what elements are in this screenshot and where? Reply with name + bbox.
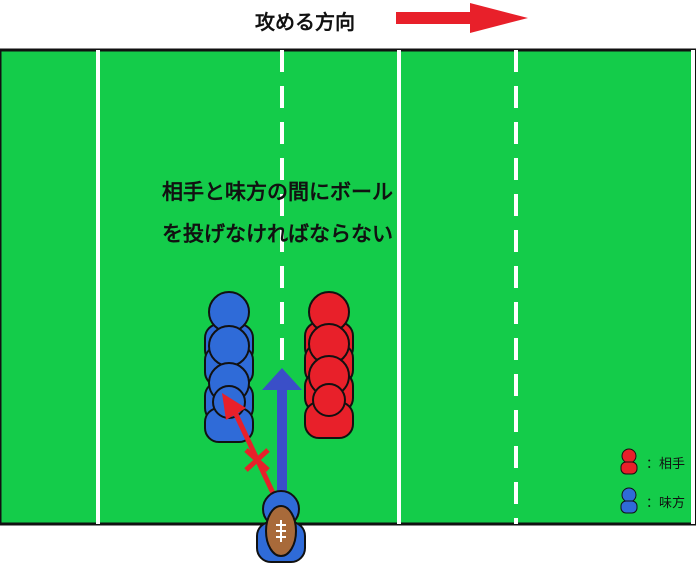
- opponent-players: [304, 291, 354, 439]
- legend-opponent-icon: [620, 448, 638, 475]
- blue-up-arrow-icon: [262, 368, 302, 506]
- opponent-player: [304, 383, 354, 439]
- legend-teammate-icon: [620, 487, 638, 514]
- legend-teammate-label: ：味方: [646, 496, 686, 511]
- legend-opponent-label: ：相手: [646, 457, 686, 472]
- attack-direction-label: 攻める方向: [255, 10, 355, 34]
- field: [0, 48, 696, 526]
- caption-line-1: 相手と味方の間にボール: [162, 180, 393, 204]
- teammate-players: [204, 291, 254, 443]
- caption-line-2: を投げなければならない: [162, 222, 393, 246]
- right-arrow-icon: [396, 3, 528, 33]
- rugby-ball-icon: [265, 505, 297, 557]
- red-arrow-with-x-icon: [222, 393, 283, 510]
